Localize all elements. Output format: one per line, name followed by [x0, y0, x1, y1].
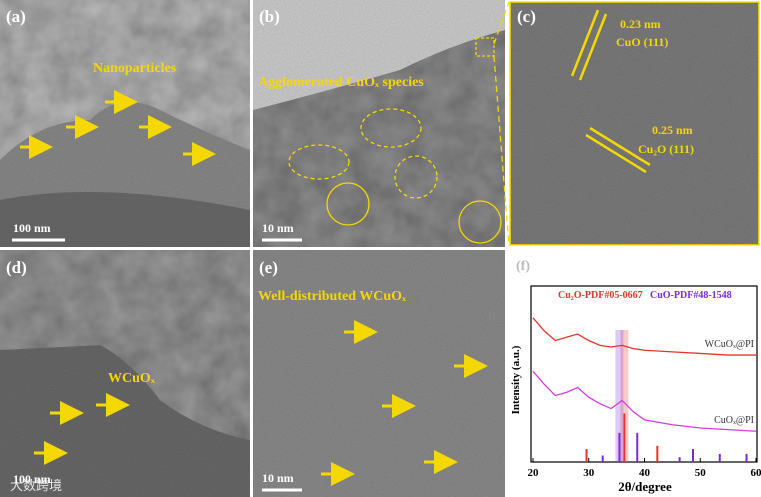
scale-label: 100 nm — [13, 472, 51, 486]
panel-label: (a) — [6, 7, 26, 26]
scale-label: 10 nm — [262, 471, 294, 485]
lattice-lines — [570, 9, 651, 174]
series-label: CuOₓ@PI — [714, 415, 754, 426]
annotation: 0.25 nm — [652, 123, 693, 137]
annotation: CuO (111) — [616, 35, 668, 49]
chart-background — [508, 250, 761, 497]
scale-label: 100 nm — [13, 221, 51, 235]
x-tick-label: 40 — [639, 467, 651, 479]
reference-name: CuO-PDF#48-1548 — [650, 290, 732, 301]
annotation: Well-distributed WCuOₓ — [258, 289, 407, 304]
highlight-band — [620, 330, 629, 462]
panel-label: (c) — [517, 7, 536, 26]
shadow — [0, 192, 250, 247]
annotation: Cu₂O (111) — [638, 142, 694, 156]
series-line — [532, 370, 757, 432]
panel-label: (b) — [259, 7, 280, 26]
x-tick-label: 50 — [695, 467, 707, 479]
hrtem-image — [253, 250, 505, 497]
panel-label: (f) — [516, 259, 530, 274]
x-tick-label: 20 — [528, 467, 540, 479]
series-line — [532, 317, 756, 356]
series-label: WCuOₓ@PI — [705, 339, 754, 350]
x-axis-label: 2θ/degree — [618, 479, 672, 494]
arrows — [321, 320, 488, 486]
highlight-band — [615, 330, 624, 462]
annotation: Agglomerated CuOₓ species — [258, 75, 424, 90]
panel-c: (c) 0.23 nm CuO (111) 0.25 nm Cu₂O (111) — [508, 0, 761, 247]
panel-f: (f) Intensity (a.u.) 2θ/degree 20 30 40 50 6… — [508, 250, 761, 497]
x-tick-label: 30 — [583, 467, 595, 479]
arrows — [34, 393, 130, 465]
scale-label: 10 nm — [262, 221, 294, 235]
x-tick-label: 60 — [751, 467, 761, 479]
panel-b: (b) Agglomerated CuOₓ species 10 nm — [253, 0, 510, 247]
annotation: Nanoparticles — [93, 61, 177, 76]
panel-label: (d) — [6, 258, 27, 277]
circles — [288, 1, 510, 247]
reference-name: Cu₂O-PDF#05-0667 — [558, 290, 643, 301]
panel-label: (e) — [259, 258, 278, 277]
background — [253, 0, 505, 110]
annotation: WCuOₓ — [108, 371, 156, 386]
watermark: 大数跨境 — [10, 479, 62, 494]
panel-a: (a) Nanoparticles 100 nm — [0, 0, 250, 247]
y-axis-label: Intensity (a.u.) — [510, 345, 522, 414]
panel-d: (d) WCuOₓ 100 nm 大数跨境 — [0, 250, 250, 497]
annotation: 0.23 nm — [620, 17, 661, 31]
hrtem-image — [508, 0, 761, 247]
arrows — [20, 90, 216, 166]
panel-e: (e) Well-distributed WCuOₓ 10 nm — [253, 250, 505, 497]
